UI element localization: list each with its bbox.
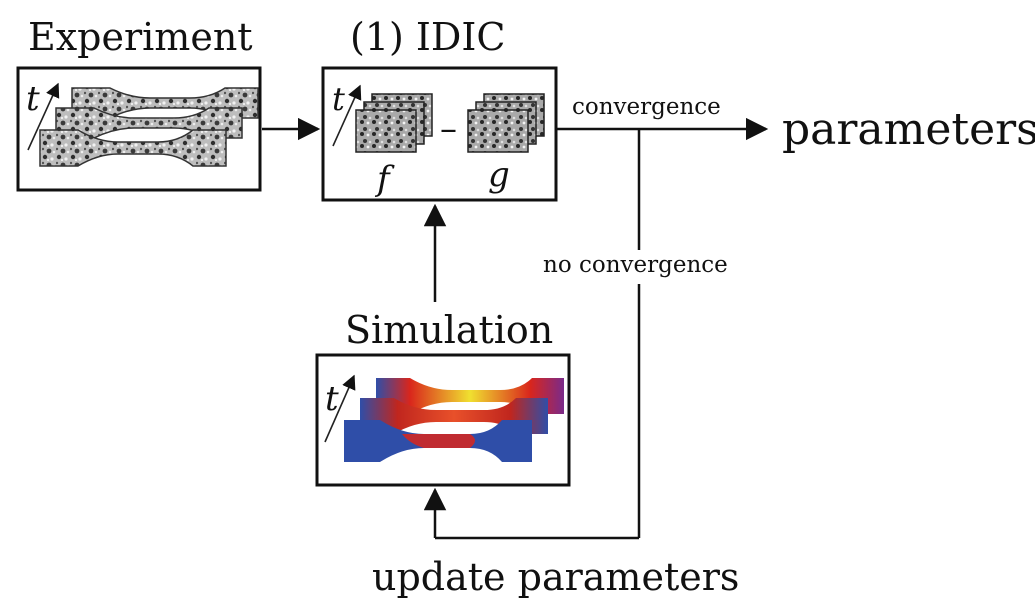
experiment-time-label: t xyxy=(26,79,40,119)
g-image-stack xyxy=(467,93,545,153)
minus-sign: – xyxy=(440,109,457,149)
simulation-time-label: t xyxy=(325,379,339,419)
simulation-title: Simulation xyxy=(345,308,553,352)
simulation-time-axis xyxy=(324,374,356,443)
convergence-label: convergence xyxy=(572,94,721,120)
f-image-stack xyxy=(355,93,433,153)
g-label: g xyxy=(488,155,510,195)
no-convergence-label: no convergence xyxy=(543,252,728,278)
simulation-specimen-images xyxy=(344,378,564,462)
experiment-time-axis xyxy=(27,82,60,151)
experiment-specimen-images xyxy=(39,87,259,167)
parameters-label: parameters xyxy=(782,104,1035,155)
idic-title: (1) IDIC xyxy=(350,15,505,59)
idic-time-label: t xyxy=(332,80,345,118)
idic-time-axis xyxy=(332,84,362,147)
experiment-title: Experiment xyxy=(28,15,253,59)
update-parameters-label: update parameters xyxy=(372,555,739,599)
